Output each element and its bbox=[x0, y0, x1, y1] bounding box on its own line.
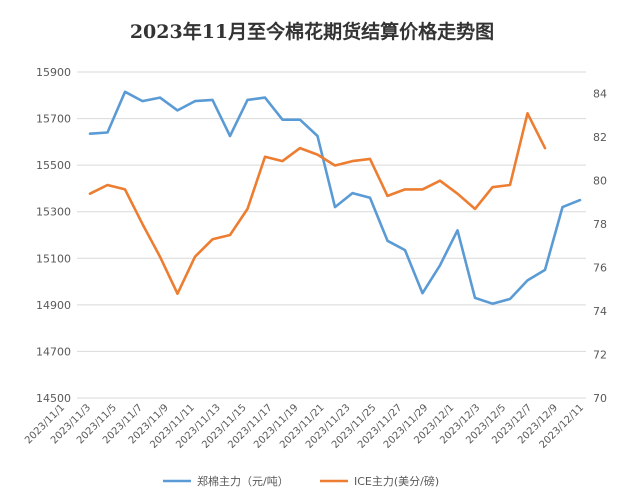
left-tick-label: 15100 bbox=[36, 252, 71, 265]
left-tick-label: 14700 bbox=[36, 345, 71, 358]
right-tick-label: 74 bbox=[593, 305, 607, 318]
x-axis: 2023/11/12023/11/32023/11/52023/11/72023… bbox=[23, 402, 586, 451]
legend-label: ICE主力(美分/磅) bbox=[354, 474, 439, 488]
legend: 郑棉主力（元/吨） ICE主力(美分/磅) bbox=[163, 474, 439, 488]
right-y-axis: 70 72 74 76 78 80 82 84 bbox=[593, 88, 607, 405]
gridlines bbox=[77, 71, 586, 399]
right-tick-label: 80 bbox=[593, 175, 607, 188]
right-tick-label: 76 bbox=[593, 262, 607, 275]
left-tick-label: 15700 bbox=[36, 113, 71, 126]
series-line-ice bbox=[88, 112, 547, 296]
left-y-axis: 14500 14700 14900 15100 15300 15500 15700 15900 bbox=[36, 66, 71, 405]
right-tick-label: 84 bbox=[593, 88, 607, 101]
series-layer bbox=[88, 90, 582, 306]
series-line-zhengmian bbox=[88, 90, 582, 306]
left-tick-label: 15500 bbox=[36, 159, 71, 172]
right-tick-label: 72 bbox=[593, 349, 607, 362]
right-tick-label: 78 bbox=[593, 218, 607, 231]
left-tick-label: 15300 bbox=[36, 206, 71, 219]
chart-title: 2023年11月至今棉花期货结算价格走势图 bbox=[130, 20, 494, 43]
right-tick-label: 82 bbox=[593, 131, 607, 144]
legend-label: 郑棉主力（元/吨） bbox=[197, 474, 289, 488]
left-tick-label: 15900 bbox=[36, 66, 71, 79]
left-tick-label: 14900 bbox=[36, 299, 71, 312]
left-tick-label: 14500 bbox=[36, 392, 71, 405]
right-tick-label: 70 bbox=[593, 392, 607, 405]
